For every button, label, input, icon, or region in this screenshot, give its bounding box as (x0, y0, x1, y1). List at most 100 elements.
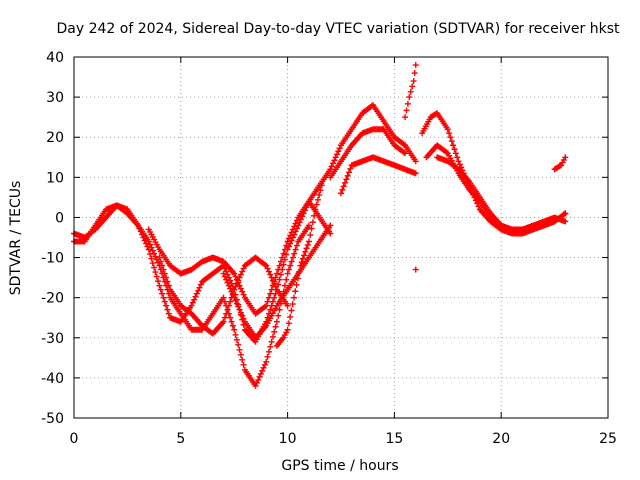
data-point (221, 273, 228, 280)
data-point (292, 220, 299, 227)
data-point (240, 265, 247, 272)
data-point (331, 157, 338, 164)
data-point (313, 201, 320, 208)
data-point (235, 341, 242, 348)
data-point (157, 286, 164, 293)
axes: 0 5 10 15 20 25 -50 -40 -30 -20 -10 0 10 20 30 40 (41, 50, 617, 447)
data-point (299, 255, 306, 262)
data-point (275, 266, 282, 273)
data-point (232, 297, 239, 304)
data-point (268, 286, 275, 293)
data-point (233, 336, 240, 343)
data-point (153, 273, 160, 280)
data-point (327, 222, 334, 229)
data-point (273, 270, 280, 277)
x-axis-label: GPS time / hours (281, 458, 398, 474)
data-point (239, 288, 246, 295)
y-tick-label: 0 (55, 210, 64, 226)
data-point (271, 328, 278, 335)
data-point (159, 262, 166, 269)
y-tick-label: 20 (46, 130, 64, 146)
data-point (229, 322, 236, 329)
data-point (264, 298, 271, 305)
data-point (223, 310, 230, 317)
data-point (164, 278, 171, 285)
data-point (256, 373, 263, 380)
data-point (191, 296, 198, 303)
data-point (231, 294, 238, 301)
series-track-7 (327, 126, 409, 181)
data-point (221, 314, 228, 321)
data-point (475, 203, 482, 210)
data-point (264, 265, 271, 272)
data-point (269, 277, 276, 284)
data-point (344, 172, 351, 179)
data-point (277, 258, 284, 265)
data-point (304, 241, 311, 248)
data-point (340, 183, 347, 190)
data-point (284, 270, 291, 277)
data-point (283, 242, 290, 249)
data-point (225, 302, 232, 309)
data-point (332, 154, 339, 161)
data-point (291, 294, 298, 301)
data-point (311, 212, 318, 219)
series-track-3 (145, 198, 334, 317)
data-point (267, 271, 274, 278)
data-point (151, 264, 158, 271)
data-point (269, 298, 276, 305)
data-point (327, 166, 334, 173)
data-point (228, 318, 235, 325)
data-point (148, 255, 155, 262)
data-point (240, 361, 247, 368)
series-track-14 (273, 182, 325, 349)
data-point (317, 187, 324, 194)
data-point (235, 303, 242, 310)
data-point (402, 114, 409, 121)
y-tick-label: -20 (41, 291, 64, 307)
data-point (280, 250, 287, 257)
data-point (268, 302, 275, 309)
data-point (297, 262, 304, 269)
data-point (268, 338, 275, 345)
data-point (267, 306, 274, 313)
data-point (239, 268, 246, 275)
data-point (232, 331, 239, 338)
series-track-8 (402, 62, 419, 121)
data-point (402, 150, 409, 157)
data-point (291, 223, 298, 230)
data-point (268, 274, 275, 281)
data-point (149, 247, 156, 254)
data-point (329, 160, 336, 167)
data-point (269, 333, 276, 340)
data-point (336, 145, 343, 152)
data-point (145, 238, 152, 245)
data-point (195, 287, 202, 294)
data-point (272, 323, 279, 330)
data-point (164, 306, 171, 313)
data-point (160, 294, 167, 301)
data-point (220, 294, 227, 301)
data-point (276, 262, 283, 269)
data-point (261, 361, 268, 368)
data-point (451, 146, 458, 153)
plot-frame (73, 56, 609, 419)
data-point (163, 302, 170, 309)
data-point (309, 219, 316, 226)
data-point (288, 258, 295, 265)
data-point (267, 290, 274, 297)
data-point (284, 326, 291, 333)
data-point (197, 281, 204, 288)
data-point (562, 154, 569, 161)
data-point (265, 348, 272, 355)
data-point (149, 260, 156, 267)
data-point (239, 312, 246, 319)
data-point (328, 163, 335, 170)
data-point (283, 276, 290, 283)
data-point (275, 312, 282, 319)
data-point (284, 302, 291, 309)
data-point (312, 206, 319, 213)
data-point (448, 138, 455, 145)
data-point (446, 130, 453, 137)
